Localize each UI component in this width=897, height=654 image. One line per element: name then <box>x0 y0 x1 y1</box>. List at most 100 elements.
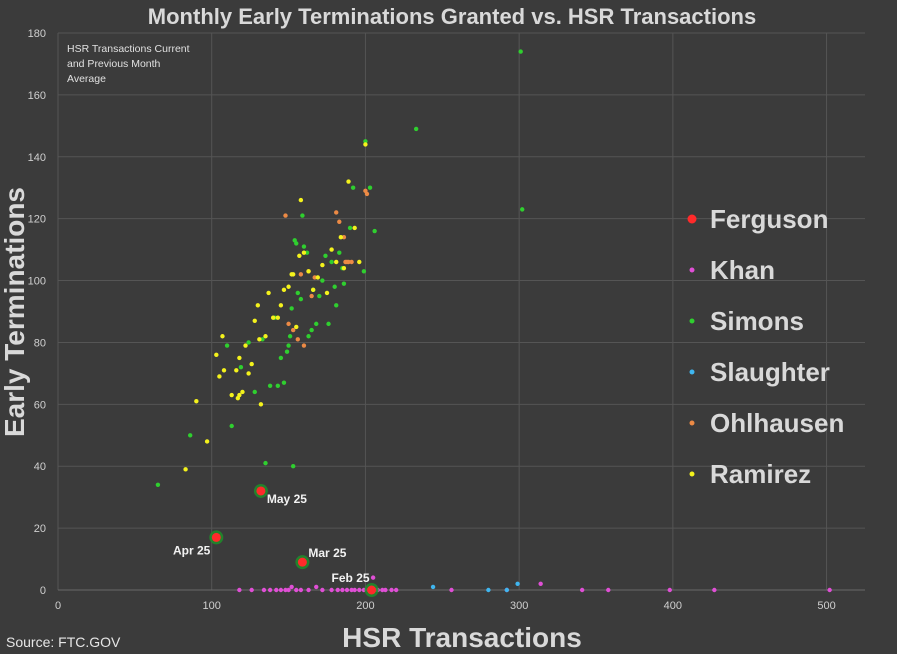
khan-point <box>389 587 394 593</box>
ohlhausen-point <box>337 219 342 224</box>
slaughter-point <box>486 587 491 593</box>
simons-point <box>263 460 268 466</box>
khan-point <box>393 587 399 593</box>
khan-point <box>357 587 362 593</box>
simons-point <box>246 340 251 345</box>
simons-point <box>320 278 325 283</box>
ramirez-point <box>194 399 199 404</box>
y-tick-label: 120 <box>28 214 46 226</box>
slaughter-point <box>504 587 510 593</box>
source-note: Source: FTC.GOV <box>6 634 121 650</box>
ohlhausen-point <box>295 337 300 342</box>
khan-point <box>249 587 254 593</box>
ramirez-point <box>249 361 254 367</box>
ferguson-point <box>367 585 377 595</box>
simons-point <box>300 213 305 218</box>
ramirez-point <box>334 259 339 265</box>
simons-point <box>372 228 377 234</box>
simons-point <box>347 225 353 231</box>
ramirez-point <box>310 287 316 293</box>
data-points <box>155 49 832 597</box>
ramirez-point <box>229 392 234 398</box>
ramirez-point <box>234 368 239 373</box>
simons-point <box>224 343 230 348</box>
x-tick-label: 100 <box>203 600 221 612</box>
ramirez-point <box>290 272 296 277</box>
ohlhausen-point <box>290 327 296 333</box>
khan-point <box>383 587 388 593</box>
ramirez-point <box>329 247 334 252</box>
khan-point <box>314 584 319 590</box>
simons-point <box>252 389 257 395</box>
simons-point <box>304 250 310 255</box>
y-tick-label: 40 <box>34 461 46 473</box>
ramirez-point <box>346 179 351 184</box>
ramirez-point <box>324 290 330 296</box>
legend-label: Simons <box>710 306 804 336</box>
y-tick-label: 160 <box>28 90 46 102</box>
ramirez-point <box>252 318 257 323</box>
simons-point <box>337 250 342 255</box>
simons-point <box>306 334 311 339</box>
simons-point <box>301 244 307 249</box>
simons-point <box>229 423 234 429</box>
ramirez-point <box>278 303 284 308</box>
simons-point <box>317 293 322 299</box>
simons-point <box>284 349 290 354</box>
y-tick-label: 20 <box>34 523 46 535</box>
note-line-3: Average <box>67 73 106 85</box>
khan-point <box>261 587 267 593</box>
simons-point <box>287 334 293 339</box>
x-tick-label: 0 <box>55 600 61 612</box>
legend-label: Khan <box>710 255 775 285</box>
ramirez-point <box>240 389 245 395</box>
simons-point <box>413 126 419 132</box>
x-tick-label: 200 <box>356 600 374 612</box>
ramirez-point <box>183 467 188 472</box>
note-line-1: HSR Transactions Current <box>67 43 190 55</box>
legend-marker <box>689 318 695 324</box>
y-tick-label: 60 <box>34 399 46 411</box>
legend-marker <box>689 369 695 375</box>
ramirez-point <box>315 275 320 280</box>
ramirez-point <box>275 315 281 320</box>
ramirez-point <box>246 371 251 376</box>
simons-point <box>520 207 525 212</box>
ramirez-point <box>341 265 347 271</box>
ohlhausen-point <box>283 213 288 218</box>
grid-lines <box>57 32 865 591</box>
legend: Ferguson Khan Simons Slaughter Ohlhausen Rami… <box>687 204 844 489</box>
ramirez-point <box>221 368 227 373</box>
ramirez-point <box>294 324 299 330</box>
axis-ticks: 0 20 40 60 80 100 120 140 160 180 0 100 200 300 400 500 <box>28 28 836 612</box>
khan-point <box>298 587 304 593</box>
x-tick-label: 300 <box>510 600 528 612</box>
chart-title: Monthly Early Terminations Granted vs. H… <box>148 4 756 29</box>
khan-point <box>340 587 345 593</box>
ramirez-point <box>255 303 261 308</box>
simons-point <box>281 380 287 385</box>
simons-point <box>260 337 265 342</box>
simons-point <box>309 327 314 333</box>
ohlhausen-point <box>309 293 314 299</box>
legend-marker <box>687 214 697 224</box>
y-tick-label: 180 <box>28 28 46 40</box>
y-tick-label: 80 <box>34 337 46 349</box>
ramirez-point <box>352 225 357 231</box>
ramirez-point <box>217 374 222 379</box>
ramirez-point <box>258 402 264 407</box>
ferguson-point <box>211 532 221 542</box>
ramirez-point <box>357 259 362 265</box>
khan-point <box>712 587 717 593</box>
simons-point <box>350 185 356 190</box>
khan-point <box>289 584 294 590</box>
ramirez-point <box>204 439 210 444</box>
ramirez-point <box>363 142 368 147</box>
khan-point <box>579 587 585 593</box>
simons-point <box>518 49 523 54</box>
simons-point <box>238 365 244 370</box>
x-tick-label: 400 <box>664 600 682 612</box>
legend-marker <box>689 420 695 426</box>
legend-marker <box>689 267 695 273</box>
